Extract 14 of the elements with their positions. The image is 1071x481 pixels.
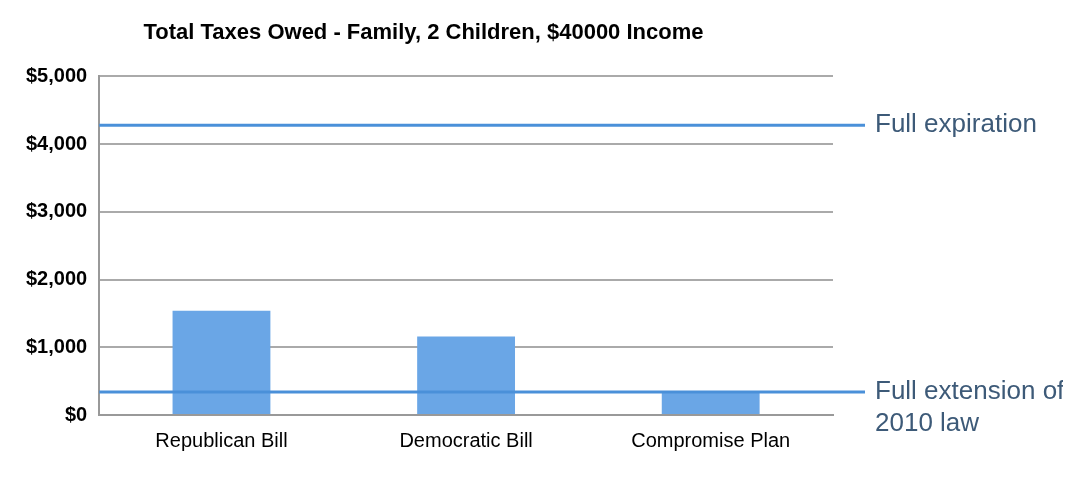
bar [661, 392, 760, 414]
x-tick-label: Democratic Bill [399, 428, 533, 451]
bar [172, 310, 271, 414]
y-tick-label: $0 [64, 402, 88, 425]
x-tick-label: Compromise Plan [631, 428, 791, 451]
x-tick-label: Republican Bill [155, 428, 288, 451]
y-tick-label: $4,000 [26, 131, 88, 154]
chart-title: Total Taxes Owed - Family, 2 Children, $40000 Income [143, 19, 704, 45]
y-tick-label: $3,000 [26, 199, 88, 222]
y-tick-label: $2,000 [26, 267, 88, 290]
ref-line-label: Full expiration [875, 108, 1037, 139]
y-tick-label: $5,000 [26, 63, 88, 86]
bar [417, 336, 516, 414]
y-tick-label: $1,000 [26, 334, 88, 357]
